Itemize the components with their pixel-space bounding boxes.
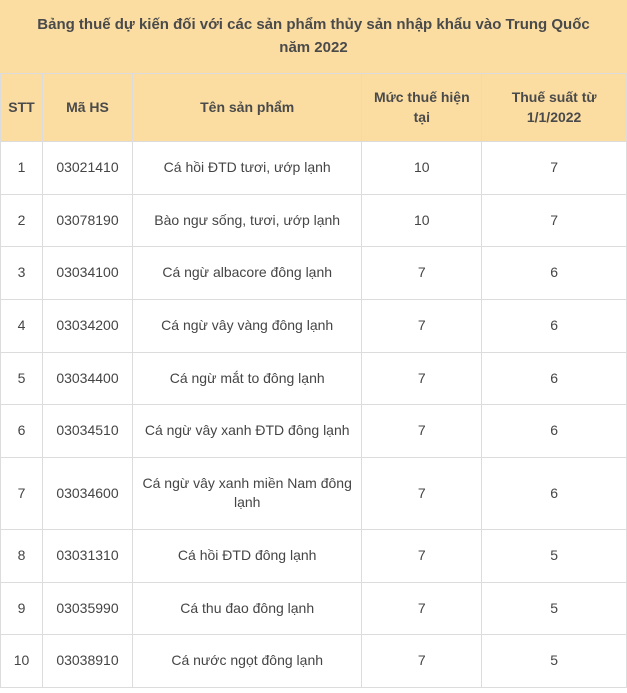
col-header-hs: Mã HS xyxy=(42,74,132,142)
cell-stt: 4 xyxy=(1,299,43,352)
table-row: 203078190Bào ngư sống, tươi, ướp lạnh107 xyxy=(1,194,627,247)
cell-hs: 03035990 xyxy=(42,582,132,635)
cell-current: 7 xyxy=(362,405,482,458)
cell-name: Cá hồi ĐTD đông lạnh xyxy=(132,529,362,582)
cell-current: 7 xyxy=(362,635,482,688)
cell-name: Cá hồi ĐTD tươi, ướp lạnh xyxy=(132,142,362,195)
cell-hs: 03034100 xyxy=(42,247,132,300)
cell-stt: 10 xyxy=(1,635,43,688)
cell-name: Cá ngừ vây xanh ĐTD đông lạnh xyxy=(132,405,362,458)
table-row: 303034100Cá ngừ albacore đông lạnh76 xyxy=(1,247,627,300)
cell-name: Cá ngừ albacore đông lạnh xyxy=(132,247,362,300)
col-header-current: Mức thuế hiện tại xyxy=(362,74,482,142)
cell-stt: 1 xyxy=(1,142,43,195)
cell-hs: 03031310 xyxy=(42,529,132,582)
cell-hs: 03034400 xyxy=(42,352,132,405)
cell-new: 6 xyxy=(482,299,627,352)
table-row: 703034600Cá ngừ vây xanh miền Nam đông l… xyxy=(1,457,627,529)
cell-hs: 03034200 xyxy=(42,299,132,352)
cell-hs: 03034510 xyxy=(42,405,132,458)
cell-new: 5 xyxy=(482,529,627,582)
cell-name: Cá ngừ vây xanh miền Nam đông lạnh xyxy=(132,457,362,529)
cell-name: Cá ngừ mắt to đông lạnh xyxy=(132,352,362,405)
col-header-new: Thuế suất từ 1/1/2022 xyxy=(482,74,627,142)
cell-current: 7 xyxy=(362,457,482,529)
cell-name: Cá thu đao đông lạnh xyxy=(132,582,362,635)
table-row: 1003038910Cá nước ngọt đông lạnh75 xyxy=(1,635,627,688)
cell-new: 7 xyxy=(482,194,627,247)
col-header-name: Tên sản phẩm xyxy=(132,74,362,142)
table-row: 603034510Cá ngừ vây xanh ĐTD đông lạnh76 xyxy=(1,405,627,458)
cell-name: Cá ngừ vây vàng đông lạnh xyxy=(132,299,362,352)
cell-stt: 5 xyxy=(1,352,43,405)
cell-stt: 7 xyxy=(1,457,43,529)
tariff-table: STT Mã HS Tên sản phẩm Mức thuế hiện tại… xyxy=(0,73,627,688)
cell-current: 7 xyxy=(362,299,482,352)
table-row: 503034400Cá ngừ mắt to đông lạnh76 xyxy=(1,352,627,405)
cell-new: 5 xyxy=(482,582,627,635)
table-title: Bảng thuế dự kiến đối với các sản phẩm t… xyxy=(0,0,627,73)
cell-stt: 9 xyxy=(1,582,43,635)
cell-new: 6 xyxy=(482,457,627,529)
cell-current: 7 xyxy=(362,582,482,635)
table-row: 903035990Cá thu đao đông lạnh75 xyxy=(1,582,627,635)
cell-hs: 03038910 xyxy=(42,635,132,688)
cell-current: 10 xyxy=(362,194,482,247)
cell-hs: 03078190 xyxy=(42,194,132,247)
cell-name: Cá nước ngọt đông lạnh xyxy=(132,635,362,688)
cell-new: 6 xyxy=(482,352,627,405)
cell-current: 7 xyxy=(362,352,482,405)
cell-hs: 03034600 xyxy=(42,457,132,529)
cell-stt: 2 xyxy=(1,194,43,247)
cell-name: Bào ngư sống, tươi, ướp lạnh xyxy=(132,194,362,247)
cell-current: 7 xyxy=(362,529,482,582)
table-header-row: STT Mã HS Tên sản phẩm Mức thuế hiện tại… xyxy=(1,74,627,142)
cell-new: 7 xyxy=(482,142,627,195)
cell-stt: 8 xyxy=(1,529,43,582)
col-header-stt: STT xyxy=(1,74,43,142)
table-row: 803031310Cá hồi ĐTD đông lạnh75 xyxy=(1,529,627,582)
cell-hs: 03021410 xyxy=(42,142,132,195)
cell-new: 5 xyxy=(482,635,627,688)
cell-new: 6 xyxy=(482,405,627,458)
table-row: 103021410Cá hồi ĐTD tươi, ướp lạnh107 xyxy=(1,142,627,195)
cell-new: 6 xyxy=(482,247,627,300)
cell-current: 7 xyxy=(362,247,482,300)
cell-current: 10 xyxy=(362,142,482,195)
cell-stt: 6 xyxy=(1,405,43,458)
table-row: 403034200Cá ngừ vây vàng đông lạnh76 xyxy=(1,299,627,352)
cell-stt: 3 xyxy=(1,247,43,300)
